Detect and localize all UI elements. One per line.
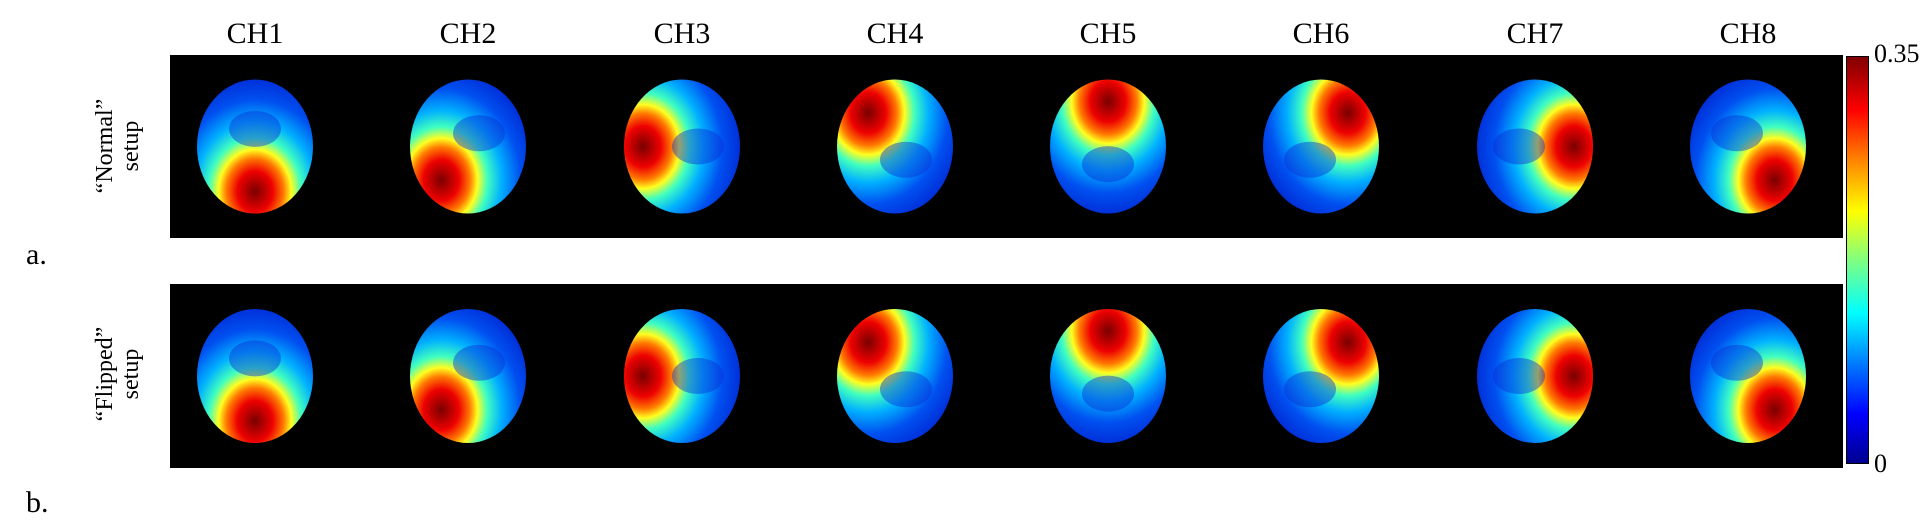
flipped-heatmap-ch1	[197, 309, 313, 443]
heatmap-row-normal	[170, 55, 1843, 238]
heatmap-row-flipped	[170, 284, 1843, 468]
normal-heatmap-ch1	[197, 79, 313, 214]
normal-swirl-ch2	[453, 115, 505, 152]
channel-label-ch7: CH7	[1506, 17, 1564, 50]
flipped-heatmap-ch4	[837, 309, 953, 443]
normal-swirl-ch1	[229, 110, 281, 147]
channel-label-ch4: CH4	[866, 17, 924, 50]
channel-label-ch6: CH6	[1292, 17, 1350, 50]
normal-disk-ch2	[410, 79, 526, 214]
flipped-swirl-ch5	[1082, 375, 1134, 412]
panel-label-b: b.	[26, 486, 49, 519]
channel-label-ch1: CH1	[226, 17, 284, 50]
flipped-disk-ch4	[837, 309, 953, 443]
channel-label-ch2: CH2	[439, 17, 497, 50]
normal-disk-ch1	[197, 79, 313, 214]
channel-label-ch3: CH3	[653, 17, 711, 50]
flipped-heatmap-ch3	[624, 309, 740, 443]
flipped-heatmap-ch6	[1263, 309, 1379, 443]
channel-label-ch8: CH8	[1719, 17, 1777, 50]
normal-swirl-ch4	[880, 141, 932, 178]
channel-label-ch5: CH5	[1079, 17, 1137, 50]
flipped-disk-ch8	[1690, 309, 1806, 443]
flipped-swirl-ch7	[1493, 358, 1545, 394]
normal-heatmap-ch5	[1050, 79, 1166, 214]
heatmap-row-flipped-canvas	[197, 309, 1806, 443]
flipped-swirl-ch1	[229, 340, 281, 377]
flipped-disk-ch2	[410, 309, 526, 443]
normal-disk-ch5	[1050, 79, 1166, 214]
normal-swirl-ch5	[1082, 146, 1134, 183]
normal-swirl-ch6	[1284, 141, 1336, 178]
colorbar-max-label: 0.35	[1874, 39, 1920, 68]
flipped-disk-ch7	[1477, 309, 1593, 443]
flipped-heatmap-ch5	[1050, 309, 1166, 443]
normal-heatmap-ch7	[1477, 79, 1593, 214]
normal-disk-ch4	[837, 79, 953, 214]
flipped-heatmap-ch2	[410, 309, 526, 443]
normal-swirl-ch7	[1493, 128, 1545, 165]
flipped-swirl-ch3	[672, 358, 724, 394]
colorbar	[1846, 56, 1869, 464]
flipped-swirl-ch2	[453, 344, 505, 381]
flipped-swirl-ch4	[880, 371, 932, 408]
flipped-swirl-ch8	[1711, 344, 1763, 381]
normal-swirl-ch3	[672, 128, 724, 165]
normal-heatmap-ch3	[624, 79, 740, 214]
normal-disk-ch7	[1477, 79, 1593, 214]
row-label-flipped-line2: setup	[118, 348, 144, 400]
colorbar-min-label: 0	[1874, 449, 1887, 478]
normal-disk-ch6	[1263, 79, 1379, 214]
flipped-swirl-ch6	[1284, 371, 1336, 408]
flipped-disk-ch6	[1263, 309, 1379, 443]
panel-label-a: a.	[26, 238, 47, 271]
flipped-disk-ch3	[624, 309, 740, 443]
normal-heatmap-ch8	[1690, 79, 1806, 214]
normal-disk-ch3	[624, 79, 740, 214]
normal-heatmap-ch4	[837, 79, 953, 214]
channel-header-row: CH1 CH2 CH3 CH4 CH5 CH6 CH7 CH8	[0, 12, 1926, 56]
normal-heatmap-ch6	[1263, 79, 1379, 214]
heatmap-row-normal-canvas	[197, 79, 1806, 214]
normal-disk-ch8	[1690, 79, 1806, 214]
normal-heatmap-ch2	[410, 79, 526, 214]
flipped-disk-ch1	[197, 309, 313, 443]
flipped-disk-ch5	[1050, 309, 1166, 443]
normal-swirl-ch8	[1711, 115, 1763, 152]
row-label-normal-line1: “Normal”	[92, 98, 118, 194]
row-label-normal-line2: setup	[118, 120, 144, 172]
row-label-flipped: “Flipped” setup	[92, 284, 144, 464]
flipped-heatmap-ch8	[1690, 309, 1806, 443]
flipped-heatmap-ch7	[1477, 309, 1593, 443]
row-label-normal: “Normal” setup	[92, 56, 144, 236]
row-label-flipped-line1: “Flipped”	[92, 326, 118, 422]
